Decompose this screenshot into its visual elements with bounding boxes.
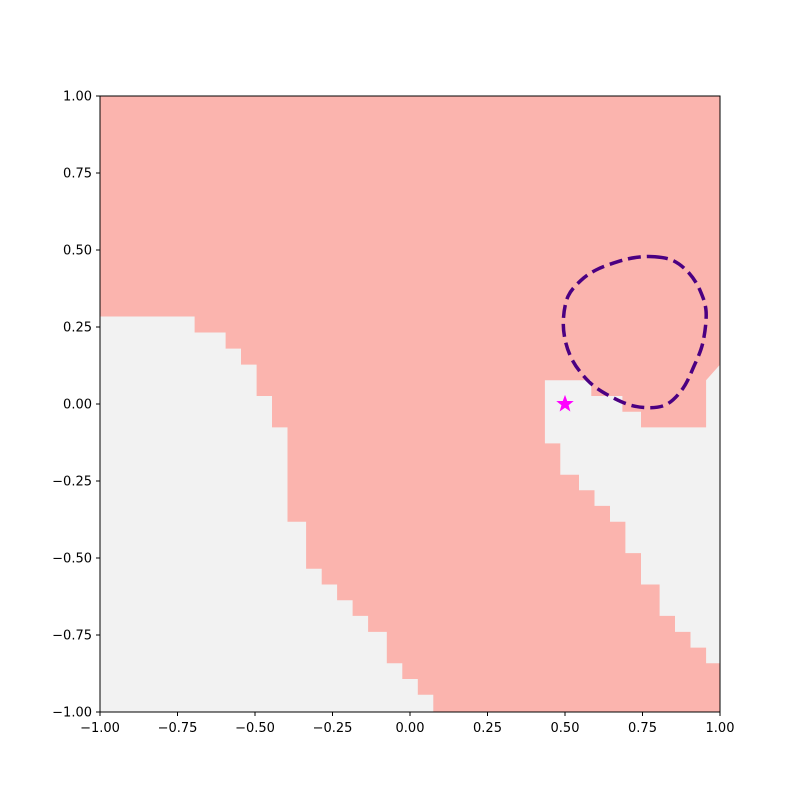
x-tick-label: −0.75 (158, 721, 198, 736)
y-tick-label: 1.00 (63, 90, 92, 105)
plot-area (100, 96, 720, 712)
y-tick-label: 0.25 (63, 321, 92, 336)
x-tick-label: 1.00 (706, 721, 735, 736)
x-tick-label: 0.00 (396, 721, 425, 736)
y-tick-label: −0.75 (52, 629, 92, 644)
y-tick-label: 0.75 (63, 167, 92, 182)
y-tick-label: 0.50 (63, 244, 92, 259)
y-tick-label: −0.25 (52, 475, 92, 490)
x-tick-label: −0.25 (313, 721, 353, 736)
x-tick-label: 0.25 (473, 721, 502, 736)
x-tick-label: 0.50 (551, 721, 580, 736)
region-b-right (544, 364, 720, 664)
x-tick-label: 0.75 (628, 721, 657, 736)
star-marker (556, 394, 574, 412)
axes: −1.00 −0.75 −0.50 −0.25 0.00 0.25 0.50 0.75 1.00… (52, 90, 734, 737)
y-tick-label: −0.50 (52, 552, 92, 567)
y-tick-label: 0.00 (63, 398, 92, 413)
x-tick-label: −1.00 (80, 721, 120, 736)
region-b-lower-left (100, 316, 434, 712)
x-tick-label: −0.50 (235, 721, 275, 736)
y-tick-label: −1.00 (52, 706, 92, 721)
contour-line (561, 254, 708, 410)
